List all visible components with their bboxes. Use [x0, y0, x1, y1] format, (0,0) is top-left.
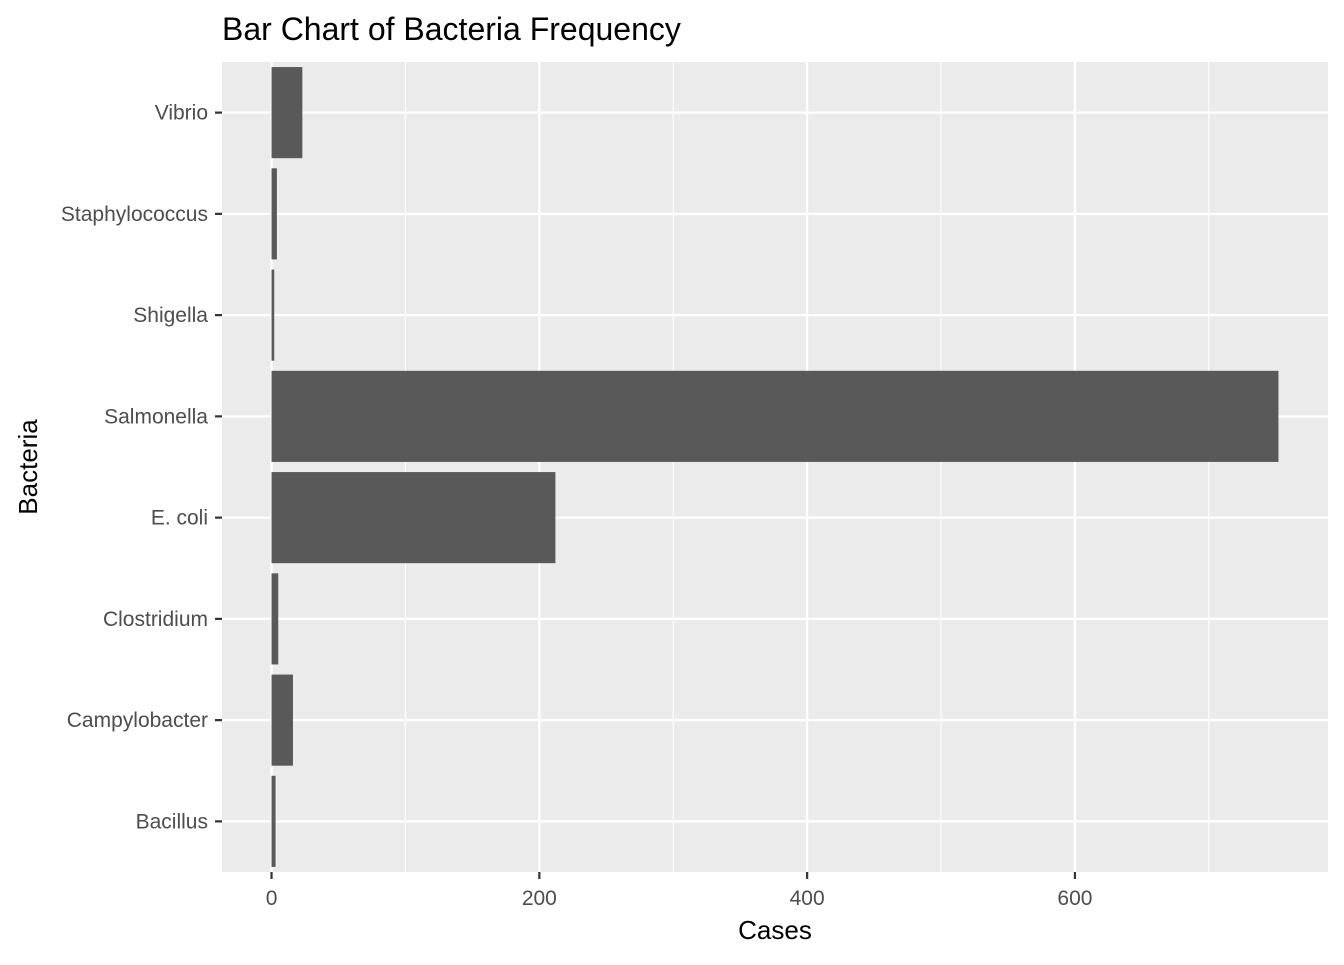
- x-tick-label: 600: [1057, 887, 1092, 910]
- x-axis-title: Cases: [738, 915, 812, 945]
- x-tick-label: 0: [266, 887, 278, 910]
- bar-staphylococcus: [271, 168, 277, 260]
- bar-campylobacter: [271, 674, 293, 766]
- x-tick-label: 400: [790, 887, 825, 910]
- x-tick-label: 200: [522, 887, 557, 910]
- bar-clostridium: [271, 573, 279, 665]
- y-tick-label: Bacillus: [136, 810, 208, 833]
- bar-shigella: [271, 269, 275, 361]
- bar-bacillus: [271, 775, 276, 867]
- y-tick-label: Clostridium: [103, 608, 208, 631]
- y-tick-label: Shigella: [133, 304, 208, 327]
- y-tick-label: Staphylococcus: [61, 203, 208, 226]
- bar-e-coli: [271, 472, 556, 564]
- bars: [271, 67, 1279, 867]
- y-tick-label: Salmonella: [104, 405, 208, 428]
- bar-salmonella: [271, 370, 1279, 462]
- y-axis-title: Bacteria: [13, 419, 43, 515]
- y-axis-ticks: Bacillus Campylobacter Clostridium E. coli S…: [61, 102, 222, 833]
- y-tick-label: Campylobacter: [67, 709, 208, 732]
- bar-vibrio: [271, 67, 303, 159]
- y-tick-label: E. coli: [151, 507, 208, 530]
- plot-panel: [222, 62, 1328, 872]
- y-tick-label: Vibrio: [155, 102, 208, 125]
- chart-title: Bar Chart of Bacteria Frequency: [222, 11, 681, 47]
- x-axis-ticks: 0 200 400 600: [266, 872, 1092, 910]
